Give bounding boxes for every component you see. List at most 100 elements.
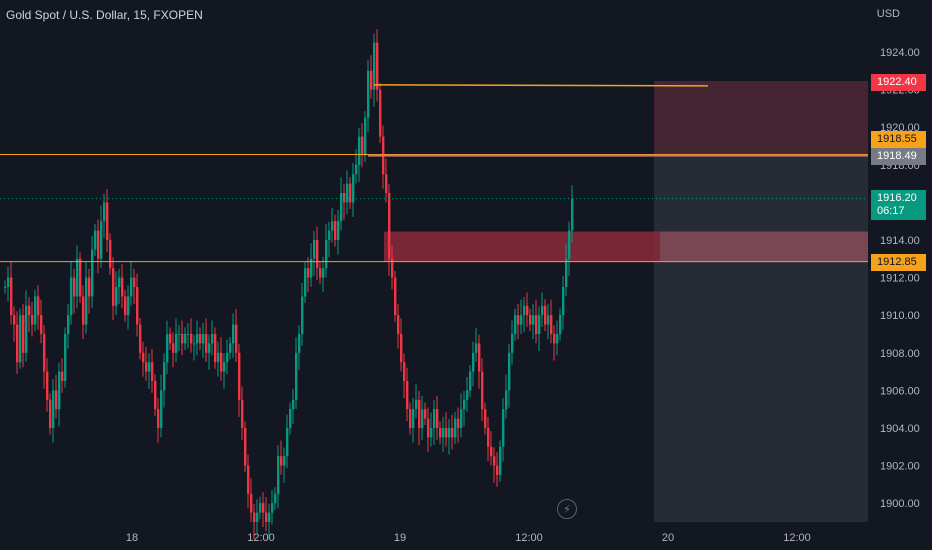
candle-body <box>292 399 295 410</box>
candle-body <box>544 305 547 325</box>
candle-body <box>334 221 337 240</box>
red-zone[interactable] <box>384 231 660 262</box>
candle-body <box>37 296 40 316</box>
candle-body <box>436 409 439 428</box>
candle-body <box>481 371 484 410</box>
candle-body <box>370 70 373 90</box>
y-tick-label: 1904.00 <box>880 423 920 435</box>
candle-body <box>535 315 538 334</box>
candle-body <box>433 409 436 428</box>
candle-body <box>10 277 13 316</box>
candle-body <box>406 381 409 410</box>
candle-body <box>487 428 490 447</box>
current-price-tag: 1916.20 06:17 <box>871 190 926 220</box>
candle-body <box>373 42 376 90</box>
candle-body <box>142 352 145 363</box>
candle-body <box>430 428 433 438</box>
candle-body <box>376 42 379 90</box>
candle-body <box>466 390 469 400</box>
candle-body <box>349 183 352 203</box>
candle-body <box>220 352 223 372</box>
candle-body <box>328 230 331 240</box>
y-tick-label: 1912.00 <box>880 273 920 285</box>
y-tick-label: 1906.00 <box>880 385 920 397</box>
candle-body <box>58 371 61 410</box>
candle-body <box>208 343 211 353</box>
candle-body <box>319 268 322 278</box>
candle-body <box>454 418 457 438</box>
candle-body <box>88 277 91 297</box>
symbol-title[interactable]: Gold Spot / U.S. Dollar, 15, FXOPEN <box>6 8 203 22</box>
candle-body <box>256 512 259 522</box>
candle-body <box>103 202 106 222</box>
candle-body <box>16 324 19 363</box>
candle-body <box>46 371 49 400</box>
candle-body <box>268 512 271 522</box>
price-tag-level-upper: 1918.55 <box>871 131 926 148</box>
candle-body <box>337 221 340 240</box>
candle-body <box>109 240 112 269</box>
candle-body <box>106 202 109 240</box>
candle-body <box>490 446 493 457</box>
candle-body <box>514 315 517 334</box>
y-tick-label: 1902.00 <box>880 461 920 473</box>
candle-body <box>7 277 10 287</box>
candle-body <box>322 268 325 278</box>
candle-body <box>562 287 565 316</box>
candle-body <box>190 334 193 344</box>
candle-body <box>115 287 118 306</box>
candle-body <box>130 277 133 297</box>
candle-body <box>139 324 142 353</box>
candle-body <box>571 198 574 231</box>
candle-body <box>298 334 301 353</box>
candle-body <box>499 446 502 475</box>
candle-body <box>4 287 7 288</box>
x-tick-label: 18 <box>126 532 138 544</box>
candle-body <box>493 456 496 466</box>
candle-body <box>100 221 103 259</box>
candle-body <box>229 343 232 353</box>
candle-body <box>511 334 514 353</box>
candle-body <box>472 352 475 372</box>
candle-body <box>367 70 370 118</box>
candle-body <box>274 493 277 504</box>
candle-body <box>424 409 427 419</box>
candle-body <box>22 315 25 353</box>
candle-body <box>247 465 250 494</box>
candle-body <box>277 456 280 494</box>
trend-ray[interactable] <box>373 84 709 87</box>
candle-body <box>61 371 64 381</box>
candle-body <box>445 428 448 438</box>
candle-body <box>94 230 97 250</box>
candle-body <box>244 428 247 466</box>
currency-label: USD <box>876 8 900 20</box>
candle-body <box>346 183 349 203</box>
x-tick-label: 12:00 <box>247 532 275 544</box>
y-tick-label: 1910.00 <box>880 310 920 322</box>
candle-body <box>163 362 166 391</box>
candle-body <box>271 503 274 513</box>
candle-body <box>400 334 403 363</box>
candle-body <box>403 362 406 381</box>
candle-body <box>547 315 550 325</box>
candle-body <box>52 390 55 428</box>
candle-body <box>157 409 160 428</box>
projection-stop-zone <box>654 81 868 154</box>
candle-body <box>85 277 88 325</box>
candle-body <box>133 277 136 287</box>
candle-body <box>112 268 115 306</box>
red-zone-extension <box>660 231 868 262</box>
candle-body <box>442 428 445 438</box>
candle-body <box>265 512 268 522</box>
candle-body <box>478 343 481 372</box>
candle-body <box>541 305 544 316</box>
candle-countdown: 06:17 <box>877 205 905 217</box>
lightning-icon[interactable]: ⚡ <box>557 499 577 519</box>
candle-body <box>391 258 394 278</box>
candle-body <box>427 418 430 438</box>
candle-body <box>172 343 175 353</box>
candle-body <box>262 503 265 513</box>
candle-body <box>352 174 355 203</box>
candle-body <box>34 296 37 325</box>
